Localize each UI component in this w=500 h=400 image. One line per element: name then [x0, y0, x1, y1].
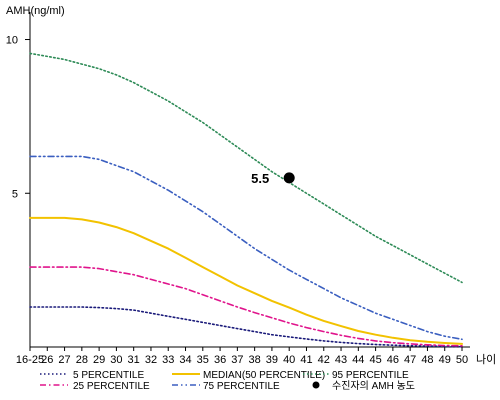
x-tick-label: 38: [249, 354, 261, 366]
y-tick-label: 5: [12, 188, 18, 200]
x-tick-label: 41: [300, 354, 312, 366]
y-tick-label: 10: [6, 35, 18, 47]
patient-amh-point: [283, 172, 295, 184]
y-axis-title: AMH(ng/ml): [6, 5, 65, 17]
x-tick-label: 45: [369, 354, 381, 366]
x-tick-label: 49: [439, 354, 451, 366]
x-tick-label: 16-25: [16, 354, 44, 366]
patient-amh-value-label: 5.5: [251, 171, 269, 186]
x-axis-title: 나이: [476, 353, 496, 366]
x-tick-label: 46: [387, 354, 399, 366]
x-tick-label: 48: [421, 354, 433, 366]
legend-label: 5 PERCENTILE: [73, 370, 144, 381]
x-tick-label: 34: [179, 354, 191, 366]
series-line-25-percentile: [29, 266, 463, 347]
series-line-5-percentile: [29, 306, 463, 348]
x-tick-label: 39: [266, 354, 278, 366]
x-tick-label: 50: [456, 354, 468, 366]
x-tick-label: 33: [162, 354, 174, 366]
x-tick-label: 37: [231, 354, 243, 366]
x-tick-label: 42: [318, 354, 330, 366]
legend-label: 95 PERCENTILE: [332, 370, 409, 381]
point-layer: 5.5: [251, 171, 295, 186]
x-tick-label: 47: [404, 354, 416, 366]
x-tick-label: 43: [335, 354, 347, 366]
legend-label: 수진자의 AMH 농도: [332, 380, 415, 392]
x-tick-label: 32: [145, 354, 157, 366]
series-layer: [29, 52, 463, 348]
legend-label: 25 PERCENTILE: [73, 381, 150, 392]
series-line-75-percentile: [29, 155, 463, 341]
x-tick-label: 30: [110, 354, 122, 366]
x-tick-label: 27: [58, 354, 70, 366]
x-tick-label: 29: [93, 354, 105, 366]
legend-label: MEDIAN(50 PERCENTILE): [203, 370, 325, 381]
x-tick-label: 35: [197, 354, 209, 366]
legend-swatch: [312, 381, 320, 389]
x-tick-label: 36: [214, 354, 226, 366]
x-tick-label: 28: [76, 354, 88, 366]
x-tick-label: 31: [128, 354, 140, 366]
x-tick-label: 44: [352, 354, 364, 366]
x-tick-label: 26: [41, 354, 53, 366]
x-tick-label: 40: [283, 354, 295, 366]
series-line-median-50-percentile-: [29, 216, 463, 345]
legend-label: 75 PERCENTILE: [203, 381, 280, 392]
series-line-95-percentile: [29, 52, 463, 284]
